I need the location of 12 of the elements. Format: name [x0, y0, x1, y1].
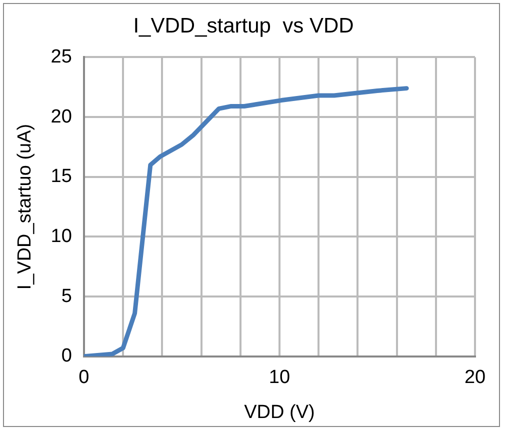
y-tick-label: 0	[61, 346, 72, 367]
y-tick-label: 25	[50, 46, 72, 68]
y-tick-label: 10	[50, 226, 72, 247]
y-tick-label: 20	[50, 106, 72, 128]
chart-title: I_VDD_startup vs VDD	[133, 14, 354, 38]
y-tick-label: 15	[50, 166, 72, 188]
x-axis-title: VDD (V)	[244, 402, 315, 423]
x-tick-label: 0	[78, 367, 90, 388]
y-axis-title: I_VDD_startuo (uA)	[14, 124, 36, 290]
y-tick-label: 5	[61, 286, 72, 307]
x-tick-label: 10	[268, 367, 290, 388]
x-tick-label: 20	[464, 367, 486, 388]
